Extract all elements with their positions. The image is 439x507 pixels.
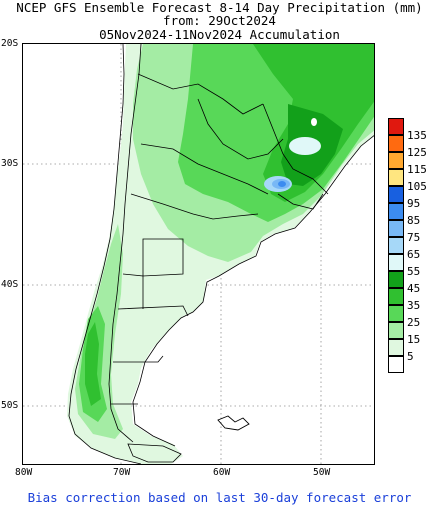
bolivia-border (137, 73, 264, 115)
paraguay-border (197, 98, 284, 160)
chubut-border (113, 355, 164, 363)
lon-label-70w: 70W (113, 467, 131, 478)
legend-swatch-65-75 (388, 237, 404, 254)
map-canvas (23, 44, 374, 464)
lon-label-80w: 80W (15, 467, 33, 478)
lat-label-50s: 50S (1, 400, 19, 411)
provinces-center (130, 193, 259, 220)
legend-label-85: 85 (407, 214, 421, 227)
la-pampa-border (142, 238, 184, 277)
falkland-islands (217, 415, 250, 431)
legend-swatch-115-125 (388, 152, 404, 169)
legend-label-65: 65 (407, 248, 421, 261)
precip-95mm-cell (311, 118, 317, 126)
rio-negro-border (117, 305, 189, 317)
legend-label-75: 75 (407, 231, 421, 244)
map-title: NCEP GFS Ensemble Forecast 8-14 Day Prec… (16, 0, 423, 15)
legend-swatch-55-65 (388, 254, 404, 271)
legend-label-135: 135 (407, 129, 427, 142)
precipitation-map (22, 43, 375, 465)
brazil-border (262, 103, 329, 195)
legend-label-5: 5 (407, 350, 414, 363)
precip-65mm-cell (289, 137, 321, 155)
uruguay-border (277, 193, 324, 210)
andes-border (108, 44, 142, 443)
provinces-north (140, 143, 269, 195)
legend-swatch-45-55 (388, 271, 404, 288)
legend-swatch-25-35 (388, 305, 404, 322)
tierra-del-fuego-area (127, 443, 182, 463)
legend-swatch-95-105 (388, 186, 404, 203)
legend-label-35: 35 (407, 299, 421, 312)
precip-85mm-cell (278, 181, 286, 187)
legend-swatch-125-135 (388, 135, 404, 152)
precip-35mm-area-south (85, 322, 101, 406)
legend-label-125: 125 (407, 146, 427, 159)
legend-swatch-85-95 (388, 203, 404, 220)
lat-label-30s: 30S (1, 158, 19, 169)
lon-label-60w: 60W (213, 467, 231, 478)
lat-label-40s: 40S (1, 279, 19, 290)
legend-label-25: 25 (407, 316, 421, 329)
legend-label-55: 55 (407, 265, 421, 278)
legend-swatch-35-45 (388, 288, 404, 305)
legend-label-95: 95 (407, 197, 421, 210)
legend-swatch-0-5 (388, 356, 404, 373)
legend-label-105: 105 (407, 180, 427, 193)
legend-swatch-15-25 (388, 322, 404, 339)
legend-swatch-75-85 (388, 220, 404, 237)
neuquen-border (122, 273, 144, 309)
lon-label-50w: 50W (313, 467, 331, 478)
forecast-issue-date: from: 29Oct2024 (163, 13, 276, 28)
borders (68, 44, 374, 464)
legend-swatch-5-15 (388, 339, 404, 356)
legend-label-45: 45 (407, 282, 421, 295)
accumulation-period: 05Nov2024-11Nov2024 Accumulation (99, 27, 340, 42)
lat-label-20s: 20S (1, 38, 19, 49)
west-coastline (68, 44, 142, 464)
legend-label-115: 115 (407, 163, 427, 176)
legend-swatch-105-115 (388, 169, 404, 186)
legend-swatch-135-plus (388, 118, 404, 135)
bias-correction-note: Bias correction based on last 30-day for… (27, 490, 412, 505)
legend-label-15: 15 (407, 333, 421, 346)
